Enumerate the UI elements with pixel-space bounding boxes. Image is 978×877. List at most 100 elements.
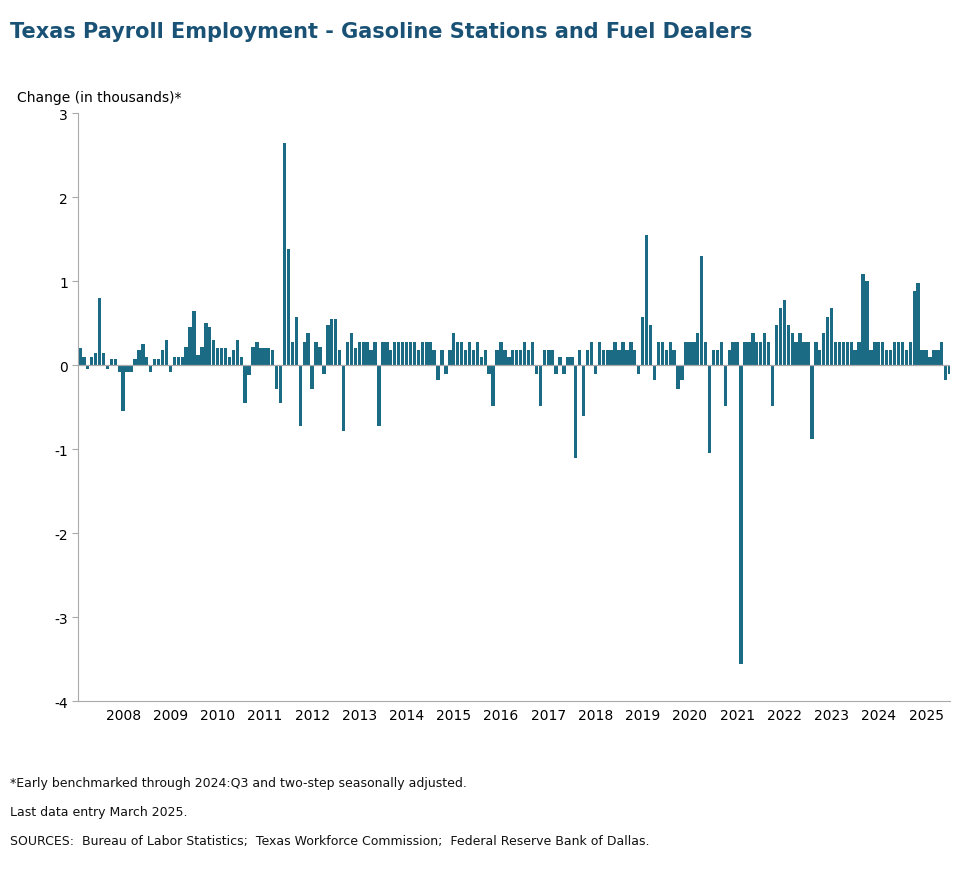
- Bar: [911, 292, 915, 366]
- Bar: [872, 342, 875, 366]
- Bar: [156, 359, 160, 366]
- Bar: [707, 366, 711, 454]
- Bar: [695, 334, 698, 366]
- Bar: [703, 342, 707, 366]
- Bar: [939, 342, 943, 366]
- Bar: [904, 351, 908, 366]
- Bar: [357, 342, 361, 366]
- Bar: [392, 342, 396, 366]
- Bar: [117, 366, 121, 373]
- Bar: [204, 324, 207, 366]
- Bar: [514, 351, 518, 366]
- Bar: [526, 351, 530, 366]
- Bar: [471, 351, 474, 366]
- Bar: [283, 143, 286, 366]
- Bar: [865, 282, 867, 366]
- Bar: [691, 342, 694, 366]
- Bar: [172, 358, 176, 366]
- Bar: [688, 342, 690, 366]
- Bar: [244, 366, 246, 403]
- Bar: [746, 342, 750, 366]
- Bar: [251, 347, 254, 366]
- Bar: [349, 334, 353, 366]
- Bar: [814, 342, 817, 366]
- Bar: [719, 342, 723, 366]
- Bar: [271, 351, 274, 366]
- Bar: [428, 342, 431, 366]
- Bar: [715, 351, 719, 366]
- Bar: [593, 366, 597, 374]
- Bar: [888, 351, 891, 366]
- Bar: [475, 342, 478, 366]
- Bar: [310, 366, 314, 389]
- Bar: [577, 351, 581, 366]
- Bar: [200, 347, 203, 366]
- Bar: [180, 358, 184, 366]
- Bar: [857, 342, 860, 366]
- Bar: [931, 351, 935, 366]
- Bar: [318, 347, 322, 366]
- Bar: [648, 325, 651, 366]
- Bar: [511, 351, 514, 366]
- Bar: [738, 366, 742, 664]
- Bar: [723, 366, 727, 406]
- Bar: [951, 358, 955, 366]
- Bar: [294, 317, 297, 366]
- Bar: [267, 349, 270, 366]
- Bar: [405, 342, 408, 366]
- Bar: [645, 236, 647, 366]
- Bar: [369, 351, 373, 366]
- Bar: [380, 342, 384, 366]
- Bar: [766, 342, 770, 366]
- Bar: [78, 349, 81, 366]
- Bar: [770, 366, 774, 406]
- Bar: [522, 342, 526, 366]
- Bar: [377, 366, 380, 426]
- Bar: [680, 366, 683, 381]
- Bar: [660, 342, 663, 366]
- Bar: [868, 351, 871, 366]
- Bar: [396, 342, 400, 366]
- Bar: [589, 342, 593, 366]
- Bar: [353, 349, 357, 366]
- Bar: [676, 366, 679, 389]
- Bar: [935, 351, 939, 366]
- Bar: [829, 309, 832, 366]
- Bar: [125, 366, 129, 373]
- Bar: [232, 351, 235, 366]
- Bar: [962, 342, 966, 366]
- Bar: [409, 342, 412, 366]
- Bar: [113, 359, 117, 366]
- Bar: [184, 347, 188, 366]
- Bar: [287, 250, 289, 366]
- Bar: [322, 366, 326, 374]
- Bar: [279, 366, 282, 403]
- Bar: [668, 342, 671, 366]
- Bar: [384, 342, 388, 366]
- Bar: [491, 366, 494, 406]
- Bar: [534, 366, 538, 374]
- Bar: [825, 317, 828, 366]
- Bar: [192, 311, 196, 366]
- Bar: [133, 359, 137, 366]
- Bar: [896, 342, 899, 366]
- Bar: [417, 351, 420, 366]
- Bar: [479, 358, 482, 366]
- Bar: [236, 340, 239, 366]
- Bar: [460, 342, 463, 366]
- Bar: [557, 358, 561, 366]
- Bar: [298, 366, 301, 426]
- Bar: [711, 351, 715, 366]
- Bar: [569, 358, 573, 366]
- Bar: [326, 325, 330, 366]
- Bar: [637, 366, 640, 374]
- Bar: [633, 351, 636, 366]
- Bar: [518, 351, 522, 366]
- Bar: [845, 342, 848, 366]
- Bar: [565, 358, 569, 366]
- Bar: [585, 351, 589, 366]
- Bar: [601, 351, 604, 366]
- Bar: [609, 351, 612, 366]
- Bar: [176, 358, 180, 366]
- Bar: [727, 351, 731, 366]
